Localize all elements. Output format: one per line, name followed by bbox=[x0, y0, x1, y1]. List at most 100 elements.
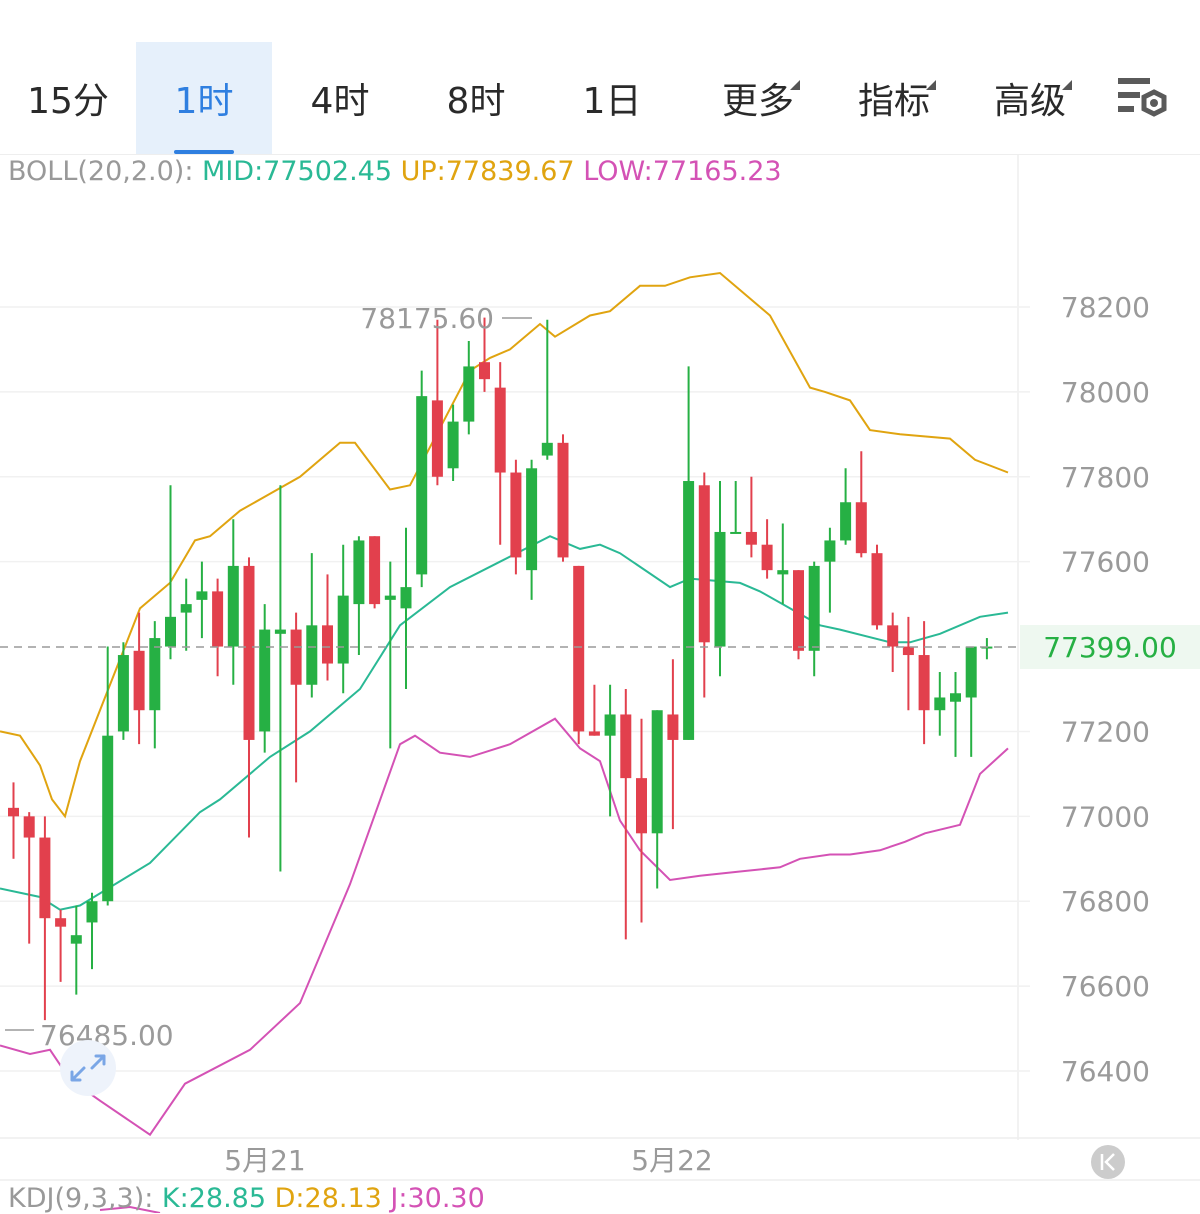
x-tick-label: 5月22 bbox=[631, 1144, 712, 1177]
scroll-to-latest-icon bbox=[1091, 1145, 1125, 1179]
candle-body bbox=[965, 646, 977, 698]
tab-label: 更多 bbox=[721, 81, 794, 122]
candle-body bbox=[840, 502, 852, 541]
y-tick-label: 76600 bbox=[1061, 970, 1150, 1003]
boll-legend: BOLL(20,2.0): MID:77502.45 UP:77839.67 L… bbox=[8, 156, 782, 187]
tab-4hour[interactable]: 4时 bbox=[272, 42, 408, 154]
candle-body bbox=[416, 396, 428, 575]
tab-label-wrap: 指标 bbox=[858, 72, 936, 124]
candle-body bbox=[683, 481, 695, 740]
candle-body bbox=[636, 778, 647, 834]
tab-advanced[interactable]: 高级 bbox=[962, 42, 1098, 154]
tab-indicators[interactable]: 指标 bbox=[826, 42, 962, 154]
boll-low: LOW:77165.23 bbox=[583, 156, 782, 187]
last-price-label: 77399.00 bbox=[1043, 631, 1177, 664]
dropdown-triangle-icon bbox=[790, 80, 800, 90]
candle-body bbox=[510, 472, 522, 558]
candle-body bbox=[353, 540, 365, 605]
candle-body bbox=[824, 540, 836, 562]
candle-body bbox=[290, 629, 302, 685]
candle-body bbox=[196, 591, 208, 600]
y-tick-label: 77200 bbox=[1061, 715, 1150, 748]
candle-body bbox=[588, 731, 600, 736]
y-tick-label: 76400 bbox=[1061, 1055, 1150, 1088]
candle-body bbox=[541, 442, 553, 456]
candle-body bbox=[306, 625, 318, 685]
last-price-badge bbox=[1020, 624, 1200, 669]
expand-icon-bg bbox=[60, 1040, 116, 1096]
y-tick-label: 77600 bbox=[1061, 546, 1150, 579]
candle-body bbox=[918, 655, 930, 711]
tab-label: 8时 bbox=[446, 81, 506, 122]
candles bbox=[8, 317, 993, 1021]
kdj-label: KDJ(9,3,3): bbox=[8, 1183, 154, 1214]
tab-label: 1日 bbox=[582, 81, 642, 122]
candle-body bbox=[180, 604, 192, 613]
y-tick-label: 78000 bbox=[1061, 376, 1150, 409]
tab-1hour[interactable]: 1时 bbox=[136, 42, 272, 154]
dropdown-triangle-icon bbox=[1062, 80, 1072, 90]
y-tick-label: 78200 bbox=[1061, 291, 1150, 324]
candle-body bbox=[730, 531, 742, 534]
tab-15min[interactable]: 15分 bbox=[0, 42, 136, 154]
candle-body bbox=[667, 714, 679, 740]
candle-body bbox=[777, 570, 789, 575]
kdj-j-line bbox=[99, 1205, 161, 1213]
candle-body bbox=[133, 650, 145, 711]
boll-label: BOLL(20,2.0): bbox=[8, 156, 194, 187]
candle-body bbox=[761, 544, 773, 571]
candle-body bbox=[243, 565, 255, 740]
y-tick-label: 76800 bbox=[1061, 885, 1150, 918]
candle-body bbox=[447, 421, 459, 469]
candle-body bbox=[337, 595, 349, 664]
candle-body bbox=[463, 366, 475, 422]
boll-up: UP:77839.67 bbox=[400, 156, 575, 187]
candle-body bbox=[369, 536, 381, 605]
high-marker-label: 78175.60 bbox=[360, 302, 494, 335]
candle-body bbox=[384, 595, 396, 600]
tab-more[interactable]: 更多 bbox=[690, 42, 826, 154]
candle-body bbox=[793, 570, 804, 651]
candle-body bbox=[86, 901, 98, 923]
candle-body bbox=[431, 400, 443, 477]
candle-body bbox=[950, 693, 961, 702]
kdj-legend: KDJ(9,3,3): K:28.85 D:28.13 J:30.30 bbox=[8, 1183, 485, 1214]
candle-body bbox=[902, 646, 914, 656]
candle-body bbox=[620, 714, 632, 779]
candle-body bbox=[212, 591, 224, 647]
tab-label: 高级 bbox=[993, 81, 1066, 122]
candle-body bbox=[934, 697, 946, 711]
candle-body bbox=[494, 387, 506, 473]
y-tick-label: 77800 bbox=[1061, 461, 1150, 494]
boll-lower-line bbox=[0, 717, 1009, 1137]
timeframe-tab-bar: 15分 1时 4时 8时 1日 更多 指标 高级 bbox=[0, 42, 1200, 155]
kdj-d: D:28.13 bbox=[274, 1183, 382, 1214]
candle-body bbox=[651, 710, 663, 834]
kdj-j: J:30.30 bbox=[390, 1183, 485, 1214]
x-tick-label: 5月21 bbox=[224, 1144, 305, 1177]
candle-body bbox=[102, 735, 114, 902]
chart-grid bbox=[0, 155, 1200, 1181]
candle-body bbox=[55, 918, 67, 927]
boll-mid: MID:77502.45 bbox=[202, 156, 393, 187]
candle-body bbox=[274, 629, 286, 634]
candle-body bbox=[8, 807, 19, 817]
tab-label-wrap: 更多 bbox=[721, 72, 800, 124]
candle-body bbox=[573, 565, 585, 732]
tab-label: 15分 bbox=[27, 81, 109, 122]
candle-body bbox=[70, 935, 82, 944]
candle-body bbox=[165, 616, 176, 647]
scroll-icon-bg bbox=[1091, 1145, 1125, 1179]
tab-1day[interactable]: 1日 bbox=[544, 42, 680, 154]
expand-icon bbox=[60, 1040, 116, 1096]
candle-body bbox=[557, 442, 569, 558]
chart-settings-icon[interactable] bbox=[1112, 76, 1172, 124]
y-tick-label: 77000 bbox=[1061, 800, 1150, 833]
low-marker-label: 76485.00 bbox=[40, 1019, 174, 1052]
candle-body bbox=[117, 655, 129, 732]
tab-8hour[interactable]: 8时 bbox=[408, 42, 544, 154]
candle-body bbox=[400, 587, 412, 609]
dropdown-triangle-icon bbox=[926, 80, 936, 90]
candle-body bbox=[887, 625, 899, 647]
